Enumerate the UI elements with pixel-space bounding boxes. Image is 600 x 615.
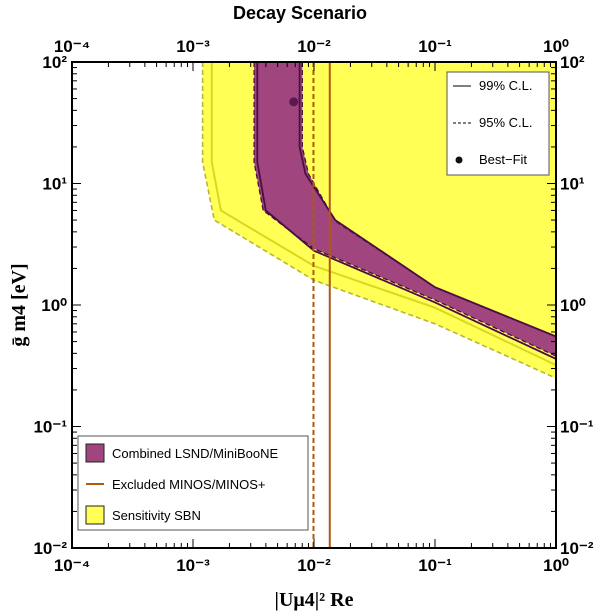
y-axis-label: ḡ m4 [eV] [8, 263, 30, 346]
lsnd-left-99-contour [256, 62, 556, 360]
x-tick-label-top: 10⁻⁴ [54, 37, 90, 56]
y-tick-label-left: 10⁰ [41, 296, 67, 315]
axes: 10⁻⁴10⁻⁴10⁻³10⁻³10⁻²10⁻²10⁻¹10⁻¹10⁰10⁰10… [33, 37, 593, 575]
y-tick-label-left: 10⁻² [33, 539, 67, 558]
x-tick-label-top: 10⁻³ [176, 37, 210, 56]
axis-labels: |Uμ4|² Re ḡ m4 [eV] [8, 263, 354, 611]
y-tick-label-left: 10⁻¹ [33, 418, 67, 437]
sbn-95-contour [201, 62, 556, 379]
y-tick-label-right: 10⁻¹ [560, 418, 594, 437]
lsnd-region [254, 62, 556, 357]
legend-regions: Combined LSND/MiniBooNE Excluded MINOS/MI… [77, 435, 309, 531]
y-tick-label-right: 10⁻² [560, 539, 594, 558]
x-tick-label-bottom: 10⁻³ [176, 556, 210, 575]
legend-region-label: Excluded MINOS/MINOS+ [112, 477, 266, 492]
legend-region-label: Combined LSND/MiniBooNE [112, 446, 279, 461]
y-tick-label-left: 10¹ [42, 175, 67, 194]
x-tick-label-bottom: 10⁻⁴ [54, 556, 90, 575]
sbn-99-contour [210, 62, 556, 367]
legend-cl-box [446, 71, 550, 176]
lsnd-right-95-contour [301, 62, 556, 338]
chart-title: Decay Scenario [233, 3, 367, 23]
lsnd-left-95-contour [253, 62, 556, 357]
legend-cl-label: 95% C.L. [479, 115, 532, 130]
x-tick-label-bottom: 10⁰ [543, 556, 569, 575]
x-axis-label: |Uμ4|² Re [275, 589, 354, 611]
x-tick-label-top: 10⁰ [543, 37, 569, 56]
legend-cl: 99% C.L. 95% C.L. Best−Fit [446, 71, 550, 176]
legend-cl-label: Best−Fit [479, 152, 527, 167]
y-tick-label-left: 10² [42, 53, 67, 72]
y-tick-label-right: 10⁰ [560, 296, 586, 315]
legend-cl-label: 99% C.L. [479, 78, 532, 93]
x-tick-label-bottom: 10⁻² [297, 556, 331, 575]
legend-swatch-box [85, 505, 105, 525]
y-tick-label-right: 10¹ [560, 175, 585, 194]
x-tick-label-bottom: 10⁻¹ [418, 556, 452, 575]
y-tick-label-right: 10² [560, 53, 585, 72]
legend-swatch-box [85, 443, 105, 463]
legend-regions-box [77, 435, 309, 531]
x-tick-label-top: 10⁻¹ [418, 37, 452, 56]
legend-region-label: Sensitivity SBN [112, 508, 201, 523]
best-fit-point [289, 97, 299, 107]
x-tick-label-top: 10⁻² [297, 37, 331, 56]
legend-best-fit-marker [455, 156, 463, 164]
